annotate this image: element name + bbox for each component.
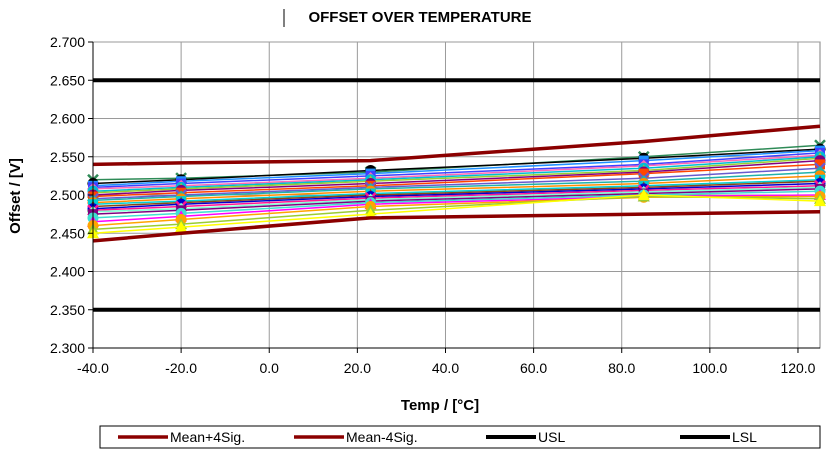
x-tick-label: 40.0 [432,360,459,376]
x-tick-label: 120.0 [780,360,815,376]
legend-entry-label: Mean+4Sig. [170,429,245,445]
chart-title: OFFSET OVER TEMPERATURE [308,9,531,26]
x-tick-labels: -40.0 -20.0 0.0 20.0 40.0 60.0 80.0 100.0 120.0 [77,360,816,376]
data-series-group [87,78,826,312]
x-tick-label: -40.0 [77,360,109,376]
legend-box [99,425,821,449]
y-tick-label: 2.350 [50,302,85,318]
x-tick-label: 80.0 [608,360,635,376]
data-point-triangle [814,195,826,207]
legend-entry-label: Mean-4Sig. [346,429,418,445]
legend-entry-label: LSL [732,429,757,445]
x-axis-label: Temp / [°C] [401,397,479,414]
y-tick-label: 2.600 [50,111,85,127]
y-tick-label: 2.550 [50,149,85,165]
y-tick-label: 2.300 [50,340,85,356]
x-tick-label: -20.0 [165,360,197,376]
data-point-triangle [175,221,188,233]
series-line-mean-4sig- [92,210,821,243]
data-point-triangle [637,189,650,200]
y-tick-label: 2.450 [50,225,85,241]
x-tick-label: 20.0 [344,360,371,376]
legend-entry-label: USL [538,429,565,445]
y-tick-label: 2.500 [50,187,85,203]
axes [88,41,820,353]
data-point-square [815,159,825,170]
y-tick-label: 2.650 [50,72,85,88]
legend: Mean+4Sig. Mean-4Sig. USL LSL [99,425,821,449]
y-axis-label: Offset / [V] [7,158,24,234]
y-tick-labels: 2.300 2.350 2.400 2.450 2.500 2.550 2.600 2.650… [50,34,85,356]
data-point-square [638,168,649,179]
y-tick-label: 2.700 [50,34,85,50]
x-tick-label: 100.0 [692,360,727,376]
series-line-mean-4sig- [92,124,821,167]
x-tick-label: 60.0 [520,360,547,376]
y-tick-label: 2.400 [50,264,85,280]
x-tick-label: 0.0 [260,360,280,376]
